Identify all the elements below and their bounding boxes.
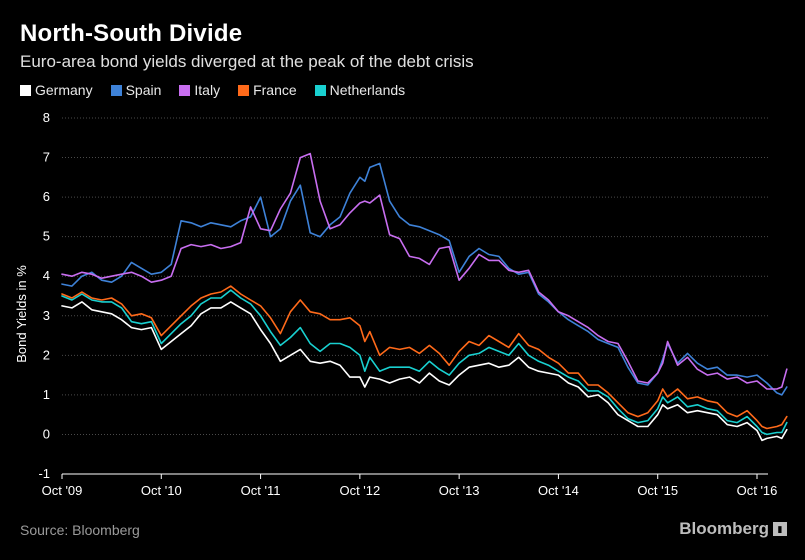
series-line-italy [61, 152, 788, 390]
legend-item-italy: Italy [179, 82, 220, 98]
legend-label-italy: Italy [194, 82, 221, 98]
x-tick-label: Oct '14 [538, 483, 579, 498]
legend-item-germany: Germany [20, 82, 93, 98]
y-axis-label: Bond Yields in % [14, 265, 29, 363]
legend-label-spain: Spain [125, 82, 162, 98]
chart-subtitle: Euro-area bond yields diverged at the pe… [20, 52, 474, 71]
y-tick-label: -1 [38, 466, 50, 481]
legend-label-netherlands: Netherlands [329, 82, 406, 98]
series-line-spain [61, 162, 788, 396]
legend-swatch-netherlands [314, 84, 326, 96]
series-line-netherlands [61, 289, 788, 436]
brand-name: Bloomberg [679, 519, 769, 538]
y-tick-label: 5 [43, 229, 50, 244]
x-tick-label: Oct '11 [241, 483, 281, 498]
y-tick-label: 7 [43, 150, 50, 165]
legend-item-spain: Spain [110, 82, 162, 98]
y-tick-label: 6 [43, 189, 50, 204]
legend-swatch-france [238, 84, 250, 96]
x-tick-label: Oct '15 [637, 483, 678, 498]
chart-title: North-South Divide [20, 20, 243, 47]
y-tick-label: 2 [43, 347, 50, 362]
legend-swatch-spain [110, 84, 122, 96]
legend-item-netherlands: Netherlands [314, 82, 406, 98]
x-tick-label: Oct '09 [42, 483, 83, 498]
y-tick-label: 1 [43, 387, 50, 402]
y-tick-label: 4 [43, 268, 50, 283]
bloomberg-icon: ▮ [773, 522, 787, 536]
legend-swatch-germany [20, 84, 31, 96]
source-note: Source: Bloomberg [20, 522, 140, 538]
legend-label-germany: Germany [35, 82, 93, 98]
y-tick-label: 3 [43, 308, 50, 323]
series-line-germany [61, 301, 788, 442]
x-tick-label: Oct '12 [339, 483, 380, 498]
legend-item-france: France [238, 82, 297, 98]
legend-swatch-italy [179, 84, 191, 96]
brand-logo: Bloomberg ▮ [679, 519, 787, 539]
x-tick-label: Oct '10 [141, 483, 182, 498]
series-line-france [61, 285, 788, 430]
y-tick-label: 8 [43, 110, 50, 125]
chart-legend: Germany Spain Italy France Netherlands [20, 82, 405, 98]
x-tick-label: Oct '13 [439, 483, 480, 498]
x-tick-label: Oct '16 [737, 483, 778, 498]
legend-label-france: France [253, 82, 297, 98]
y-tick-label: 0 [43, 426, 50, 441]
